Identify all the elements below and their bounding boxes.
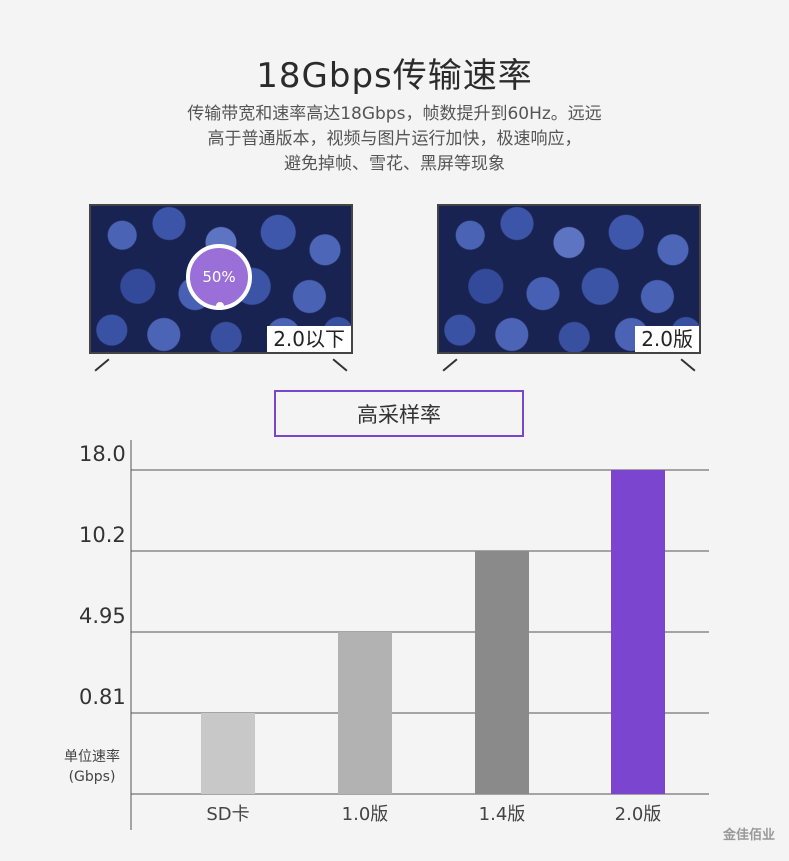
- subtitle-line-3: 避免掉帧、雪花、黑屏等现象: [284, 154, 505, 174]
- loading-dot: [216, 302, 224, 310]
- brand-logo: 金佳佰业: [722, 828, 775, 843]
- loading-spinner-icon: 50%: [186, 244, 252, 310]
- y-axis-label: 单位速率: [64, 748, 120, 765]
- bar: [611, 470, 665, 794]
- x-tick-label: 2.0版: [615, 804, 662, 825]
- subtitle-line-1: 传输带宽和速率高达18Gbps，帧数提升到60Hz。远远: [187, 104, 602, 124]
- bar: [475, 551, 529, 794]
- tv-right: 2.0版: [437, 204, 701, 354]
- subtitle-line-2: 高于普通版本，视频与图片运行加快，极速响应，: [207, 129, 582, 149]
- subtitle: 传输带宽和速率高达18Gbps，帧数提升到60Hz。远远 高于普通版本，视频与图…: [0, 102, 789, 177]
- bar: [338, 632, 392, 794]
- page-title: 18Gbps传输速率: [256, 56, 533, 96]
- loading-percent: 50%: [202, 268, 236, 286]
- y-tick-label: 10.2: [79, 523, 126, 547]
- y-tick-label: 18.0: [79, 442, 126, 466]
- y-tick-label: 0.81: [79, 685, 126, 709]
- y-axis-label-unit: (Gbps): [69, 769, 116, 785]
- section-label: 高采样率: [274, 390, 524, 437]
- tv-label-left: 2.0以下: [267, 326, 351, 352]
- x-tick-label: 1.4版: [479, 804, 526, 825]
- x-tick-label: SD卡: [206, 804, 249, 825]
- tv-left: 50% 2.0以下: [89, 204, 353, 354]
- bar: [201, 713, 255, 794]
- y-tick-label: 4.95: [79, 604, 126, 628]
- tv-label-right: 2.0版: [635, 326, 699, 352]
- x-tick-label: 1.0版: [342, 804, 389, 825]
